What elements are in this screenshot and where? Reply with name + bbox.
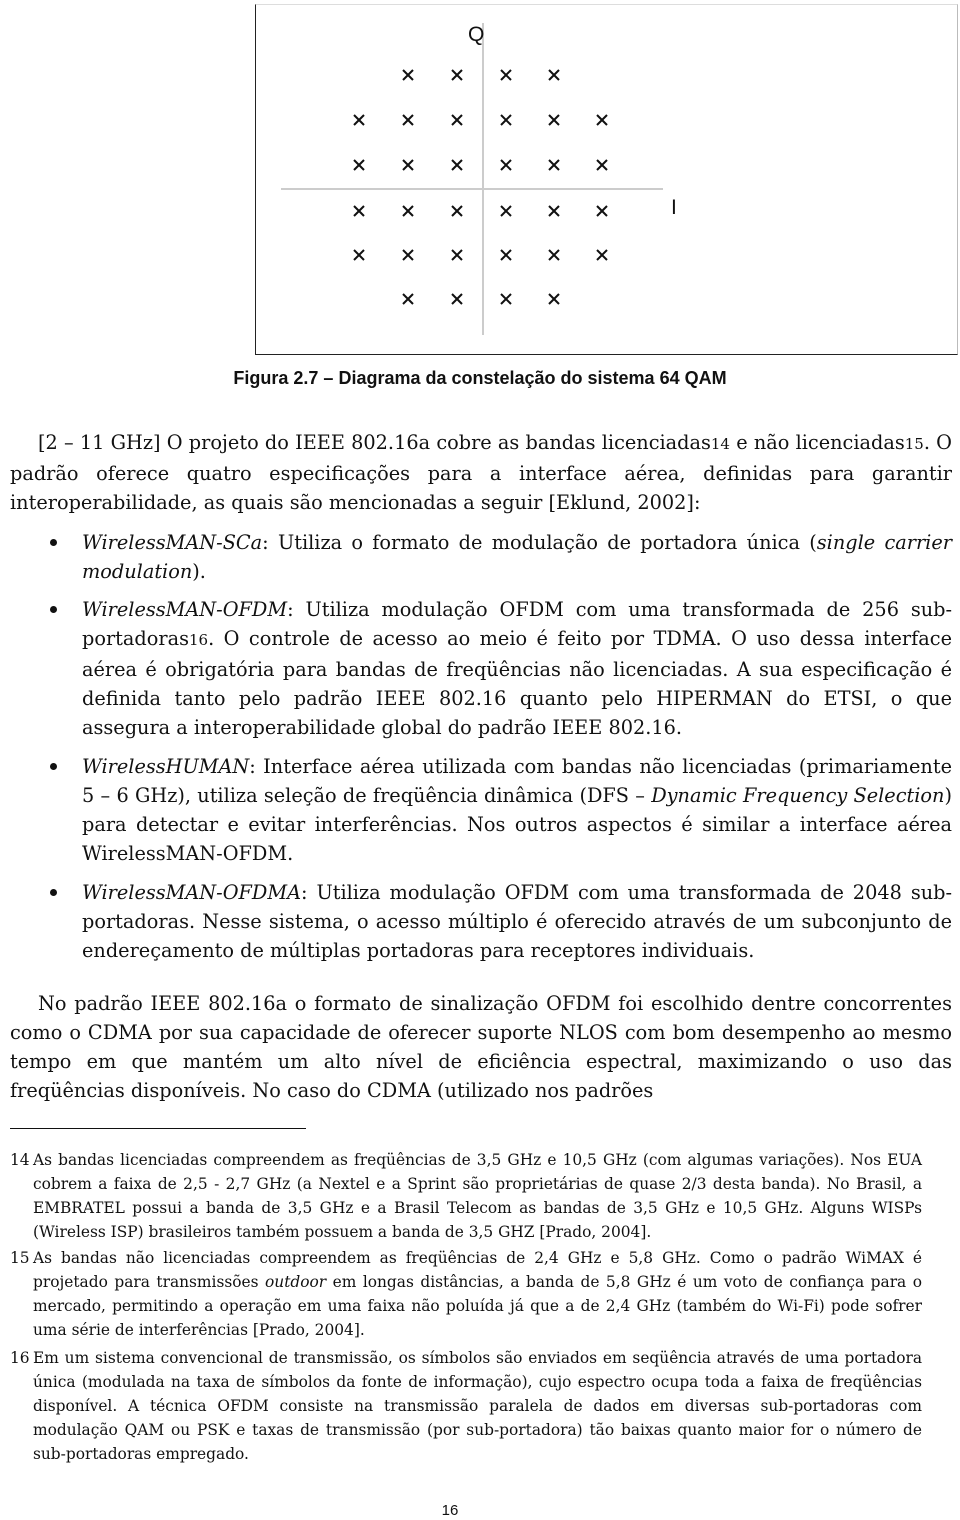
constellation-point bbox=[402, 159, 414, 171]
constellation-point bbox=[402, 205, 414, 217]
bullet bbox=[50, 606, 57, 613]
constellation-point bbox=[353, 114, 365, 126]
paragraph: No padrão IEEE 802.16a o formato de sina… bbox=[10, 989, 952, 1105]
figure-caption: Figura 2.7 – Diagrama da constelação do … bbox=[233, 368, 727, 388]
text-run: Em um sistema convencional de transmissã… bbox=[33, 1349, 922, 1463]
constellation-point bbox=[402, 293, 414, 305]
footnote-number: 16 bbox=[10, 1349, 30, 1367]
text-run: : Interface aérea utilizada com bandas n… bbox=[82, 755, 952, 807]
constellation-point bbox=[451, 293, 463, 305]
bullet-item: WirelessMAN-SCa: Utiliza o formato de mo… bbox=[50, 528, 952, 586]
constellation-point bbox=[548, 159, 560, 171]
italic-text: WirelessMAN-OFDM bbox=[82, 598, 288, 621]
text-run: No padrão IEEE 802.16a o formato de sina… bbox=[10, 992, 952, 1102]
footnote-ref: 15 bbox=[904, 435, 924, 453]
text-run: As bandas licenciadas compreendem as fre… bbox=[33, 1151, 922, 1241]
text-run: As bandas não licenciadas compreendem as… bbox=[33, 1249, 922, 1291]
footnote-rule bbox=[10, 1128, 306, 1129]
text-run: e não licenciadas bbox=[729, 431, 905, 454]
constellation-point bbox=[500, 69, 512, 81]
footnote: 16 Em um sistema convencional de transmis… bbox=[10, 1346, 922, 1466]
text-run: ) para detectar e evitar interferências.… bbox=[82, 784, 952, 865]
constellation-point bbox=[402, 114, 414, 126]
text-run: ). bbox=[192, 560, 206, 583]
italic-text: Dynamic Frequency Selection bbox=[651, 784, 945, 807]
figure-frame: Q I bbox=[255, 4, 958, 355]
constellation-point bbox=[402, 69, 414, 81]
footnote: 15 As bandas não licenciadas compreendem … bbox=[10, 1246, 922, 1342]
i-label: I bbox=[671, 196, 677, 219]
constellation-point bbox=[451, 205, 463, 217]
text-run: em longas distâncias, a banda de 5,8 GHz… bbox=[33, 1273, 922, 1339]
constellation-point bbox=[353, 205, 365, 217]
bullet bbox=[50, 889, 57, 896]
constellation-point bbox=[548, 114, 560, 126]
footnote-ref: 14 bbox=[710, 435, 730, 453]
text-run: : Utiliza modulação OFDM com uma transfo… bbox=[82, 598, 952, 650]
page-number: 16 bbox=[441, 1502, 459, 1519]
constellation-point bbox=[451, 69, 463, 81]
q-label: Q bbox=[468, 23, 484, 46]
constellation-point bbox=[451, 159, 463, 171]
constellation-point bbox=[596, 159, 608, 171]
constellation-point bbox=[402, 249, 414, 261]
constellation-point bbox=[548, 293, 560, 305]
constellation-point bbox=[548, 205, 560, 217]
footnote-text: Em um sistema convencional de transmissã… bbox=[33, 1346, 922, 1466]
text-run: : Utiliza modulação OFDM com uma transfo… bbox=[82, 881, 952, 962]
bullet-item: WirelessMAN-OFDMA: Utiliza modulação OFD… bbox=[50, 878, 952, 965]
bullet-item: WirelessHUMAN: Interface aérea utilizada… bbox=[50, 752, 952, 868]
constellation-point bbox=[451, 249, 463, 261]
constellation-point bbox=[500, 293, 512, 305]
italic-text: outdoor bbox=[265, 1273, 327, 1291]
constellation-diagram: Q I bbox=[281, 23, 677, 335]
italic-text: single carrier modulation bbox=[82, 531, 952, 583]
constellation-point bbox=[500, 205, 512, 217]
footnote: 14 As bandas licenciadas compreendem as f… bbox=[10, 1148, 922, 1244]
text-run: . O controle de acesso ao meio é feito p… bbox=[82, 627, 952, 739]
footnote-number: 14 bbox=[10, 1151, 30, 1169]
constellation-point bbox=[500, 159, 512, 171]
constellation-point bbox=[548, 69, 560, 81]
constellation-point bbox=[548, 249, 560, 261]
text-run: [2 – 11 GHz] O projeto do IEEE 802.16a c… bbox=[38, 431, 711, 454]
text-run: . O padrão oferece quatro especificações… bbox=[10, 431, 952, 514]
bullet bbox=[50, 763, 57, 770]
italic-text: WirelessHUMAN bbox=[82, 755, 250, 778]
paragraph: [2 – 11 GHz] O projeto do IEEE 802.16a c… bbox=[10, 428, 952, 517]
constellation-point bbox=[596, 205, 608, 217]
constellation-point bbox=[451, 114, 463, 126]
bullet bbox=[50, 539, 57, 546]
footnote-ref: 16 bbox=[188, 631, 209, 649]
constellation-point bbox=[353, 159, 365, 171]
text-run: : Utiliza o formato de modulação de port… bbox=[262, 531, 817, 554]
italic-text: WirelessMAN-OFDMA bbox=[82, 881, 302, 904]
footnote-number: 15 bbox=[10, 1249, 30, 1267]
constellation-point bbox=[353, 249, 365, 261]
bullet-item: WirelessMAN-OFDM: Utiliza modulação OFDM… bbox=[50, 595, 952, 742]
constellation-point bbox=[500, 114, 512, 126]
footnote-text: As bandas não licenciadas compreendem as… bbox=[33, 1246, 922, 1342]
constellation-point bbox=[500, 249, 512, 261]
constellation-point bbox=[596, 114, 608, 126]
constellation-point bbox=[596, 249, 608, 261]
footnote-text: As bandas licenciadas compreendem as fre… bbox=[33, 1148, 922, 1244]
italic-text: WirelessMAN-SCa bbox=[82, 531, 263, 554]
